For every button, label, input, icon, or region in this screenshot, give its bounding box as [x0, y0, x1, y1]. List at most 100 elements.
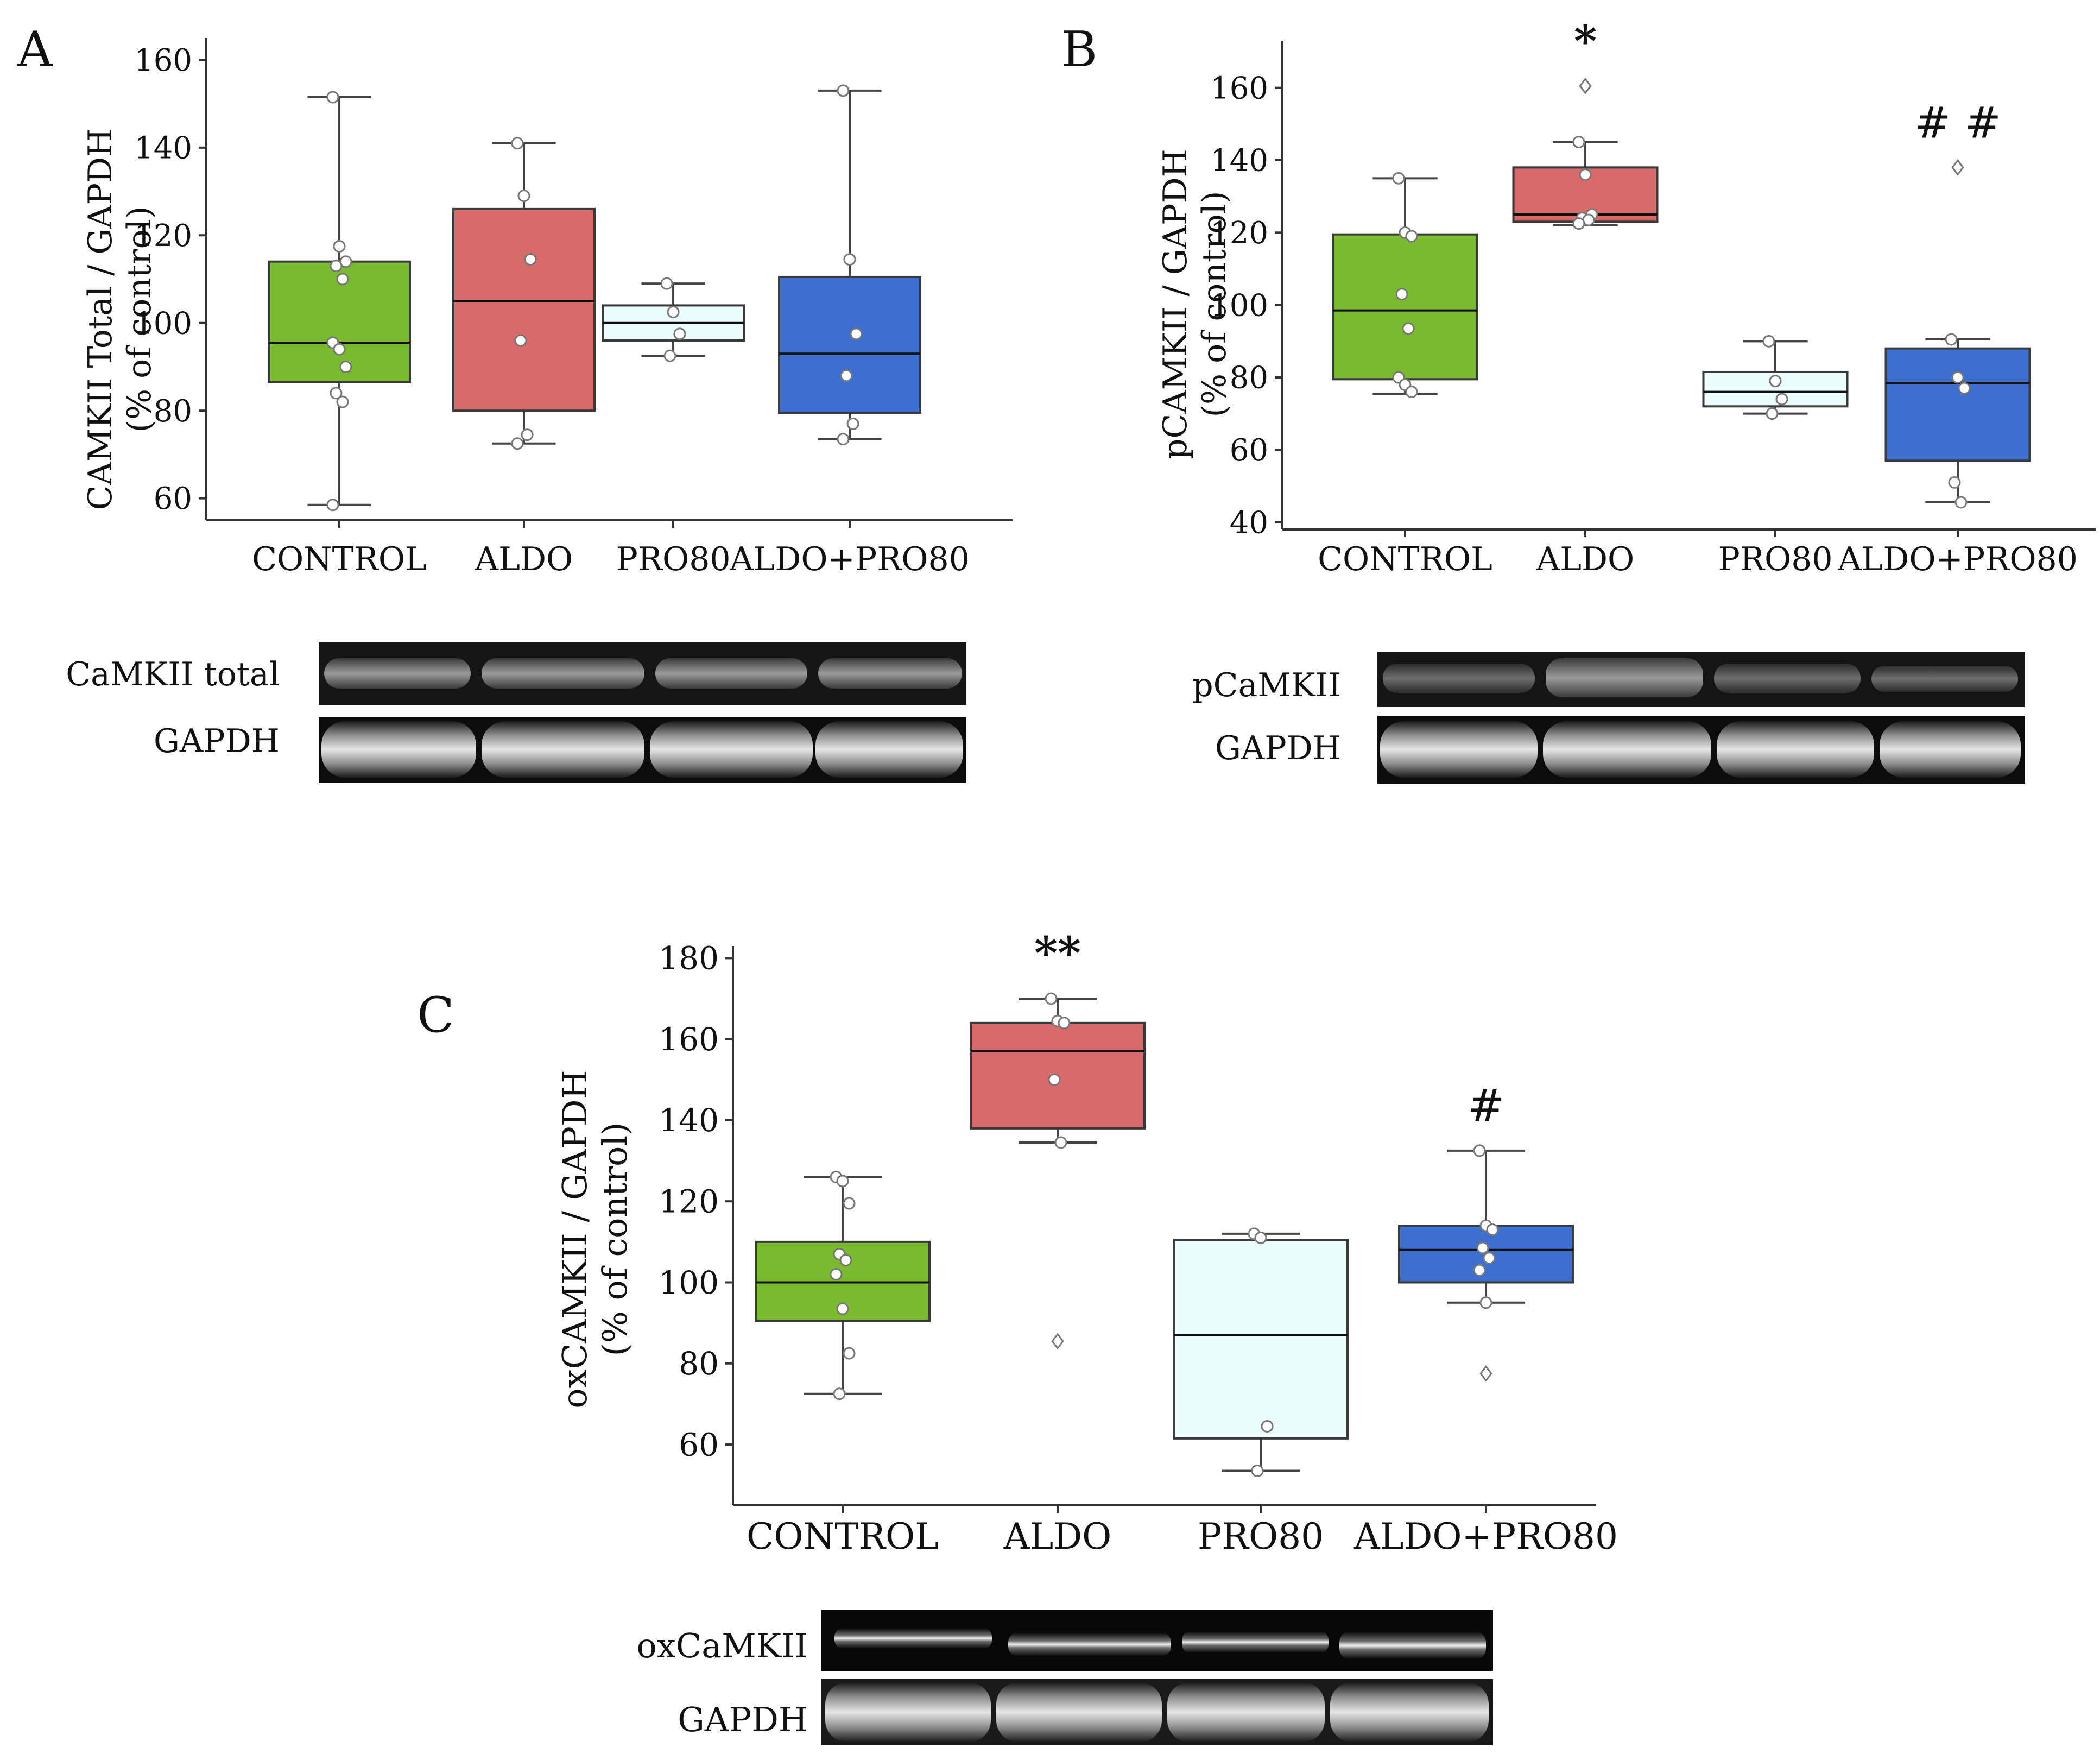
data-point	[1254, 1231, 1267, 1244]
blot-lane	[834, 1628, 992, 1649]
data-point	[326, 91, 339, 104]
blot-label: CaMKII total	[66, 655, 280, 693]
data-point	[840, 369, 853, 382]
blot-lane	[482, 658, 644, 689]
data-point	[1775, 393, 1788, 406]
data-point	[1958, 382, 1971, 395]
blot-label: GAPDH	[154, 722, 280, 760]
data-point	[336, 273, 349, 286]
panel-label: B	[1061, 21, 1097, 78]
data-point	[833, 1387, 846, 1401]
data-point	[333, 239, 346, 253]
panel-c: C oxCAMKII / GAPDH (% of control) 60 80 10…	[417, 928, 1618, 1745]
y-tick-label: 60	[1230, 433, 1268, 468]
x-tick-label: ALDO+PRO80	[1837, 540, 2078, 578]
x-tick-label: PRO80	[616, 540, 730, 578]
panel-label: A	[17, 21, 53, 78]
data-point	[1058, 1017, 1071, 1030]
data-point	[1572, 217, 1585, 230]
blot-lane	[825, 1682, 991, 1742]
y-tick-label: 40	[1230, 505, 1268, 540]
blot-lane	[1339, 1631, 1486, 1660]
outlier-point	[1579, 77, 1592, 94]
outlier-point	[1951, 159, 1964, 176]
data-point	[1954, 496, 1968, 509]
y-tick-label: 140	[134, 130, 192, 166]
y-tick-label: 80	[679, 1345, 719, 1382]
plot-area: 40 60 80 100 120 140 160 CONTROL ALDO PRO80 ALDO+P…	[1210, 15, 2096, 578]
y-axis-title: CAMKII Total / GAPDH (% of control)	[81, 129, 159, 510]
panel-b: B pCAMKII / GAPDH (% of control) 40 60 80 1…	[1061, 15, 2096, 784]
blot-label: pCaMKII	[1192, 666, 1341, 704]
data-point	[1402, 322, 1415, 335]
data-point	[1476, 1241, 1489, 1254]
blot-label: GAPDH	[678, 1700, 808, 1739]
data-point	[836, 1175, 849, 1188]
blot-lane	[1330, 1682, 1489, 1742]
data-point	[1251, 1465, 1264, 1478]
x-tick-label: ALDO	[1003, 1516, 1112, 1557]
y-tick-label: 60	[154, 481, 192, 516]
blot-lane	[324, 658, 471, 689]
y-tick-label: 100	[659, 1264, 719, 1301]
data-point	[663, 349, 676, 362]
data-point	[333, 343, 346, 356]
y-tick-label: 60	[679, 1426, 719, 1463]
y-tick-label: 120	[659, 1183, 719, 1220]
data-point	[524, 253, 537, 266]
data-point	[843, 1347, 856, 1360]
data-point	[839, 1253, 852, 1266]
blot-lane	[1383, 664, 1535, 693]
blot-lane	[818, 658, 962, 689]
blot-lane	[1008, 1632, 1171, 1656]
data-point	[1951, 371, 1964, 384]
y-axis-label: pCAMKII / GAPDH	[1156, 149, 1194, 459]
data-point	[326, 499, 339, 512]
box	[452, 207, 596, 412]
y-axis-label-sub: (% of control)	[1196, 191, 1234, 418]
x-tick-label: PRO80	[1198, 1516, 1324, 1557]
y-tick-label: 140	[1210, 143, 1268, 179]
data-point	[837, 84, 850, 97]
y-axis-label: oxCAMKII / GAPDH	[555, 1070, 594, 1408]
y-tick-label: 100	[134, 306, 192, 341]
x-tick-label: CONTROL	[252, 540, 427, 578]
blot-lane	[321, 721, 476, 778]
box	[1173, 1239, 1349, 1440]
data-point	[1762, 335, 1775, 348]
significance-label: **	[1034, 928, 1081, 980]
panel-label: C	[417, 987, 454, 1044]
outlier-point	[1051, 1333, 1064, 1350]
y-axis-label: CAMKII Total / GAPDH	[81, 129, 119, 510]
blot-lane	[1380, 721, 1538, 778]
data-point	[514, 334, 527, 347]
data-point	[1473, 1144, 1486, 1157]
data-point	[339, 360, 352, 373]
western-blot: oxCaMKII GAPDH	[637, 1610, 1493, 1745]
box	[778, 275, 921, 414]
data-point	[1948, 476, 1961, 489]
data-point	[1766, 407, 1779, 420]
blot-lane	[1880, 721, 2021, 778]
data-point	[1261, 1420, 1274, 1433]
blot-lane	[1717, 721, 1874, 778]
y-tick-label: 100	[1210, 288, 1268, 323]
data-point	[517, 190, 530, 203]
blot-lane	[1167, 1682, 1325, 1742]
data-point	[830, 1268, 843, 1281]
y-tick-label: 120	[134, 218, 192, 254]
data-point	[850, 327, 863, 340]
data-point	[843, 1197, 856, 1210]
data-point	[1045, 992, 1058, 1005]
data-point	[667, 306, 680, 319]
y-tick-label: 160	[659, 1021, 719, 1058]
y-tick-label: 180	[659, 940, 719, 977]
x-tick-label: ALDO+PRO80	[729, 540, 970, 578]
data-point	[511, 137, 524, 150]
data-point	[1945, 333, 1958, 346]
western-blot: CaMKII total GAPDH	[66, 642, 966, 783]
y-axis-label-sub: (% of control)	[595, 1122, 635, 1357]
y-tick-label: 140	[659, 1102, 719, 1139]
blot-lane	[815, 721, 963, 778]
y-tick-label: 80	[1230, 361, 1268, 396]
